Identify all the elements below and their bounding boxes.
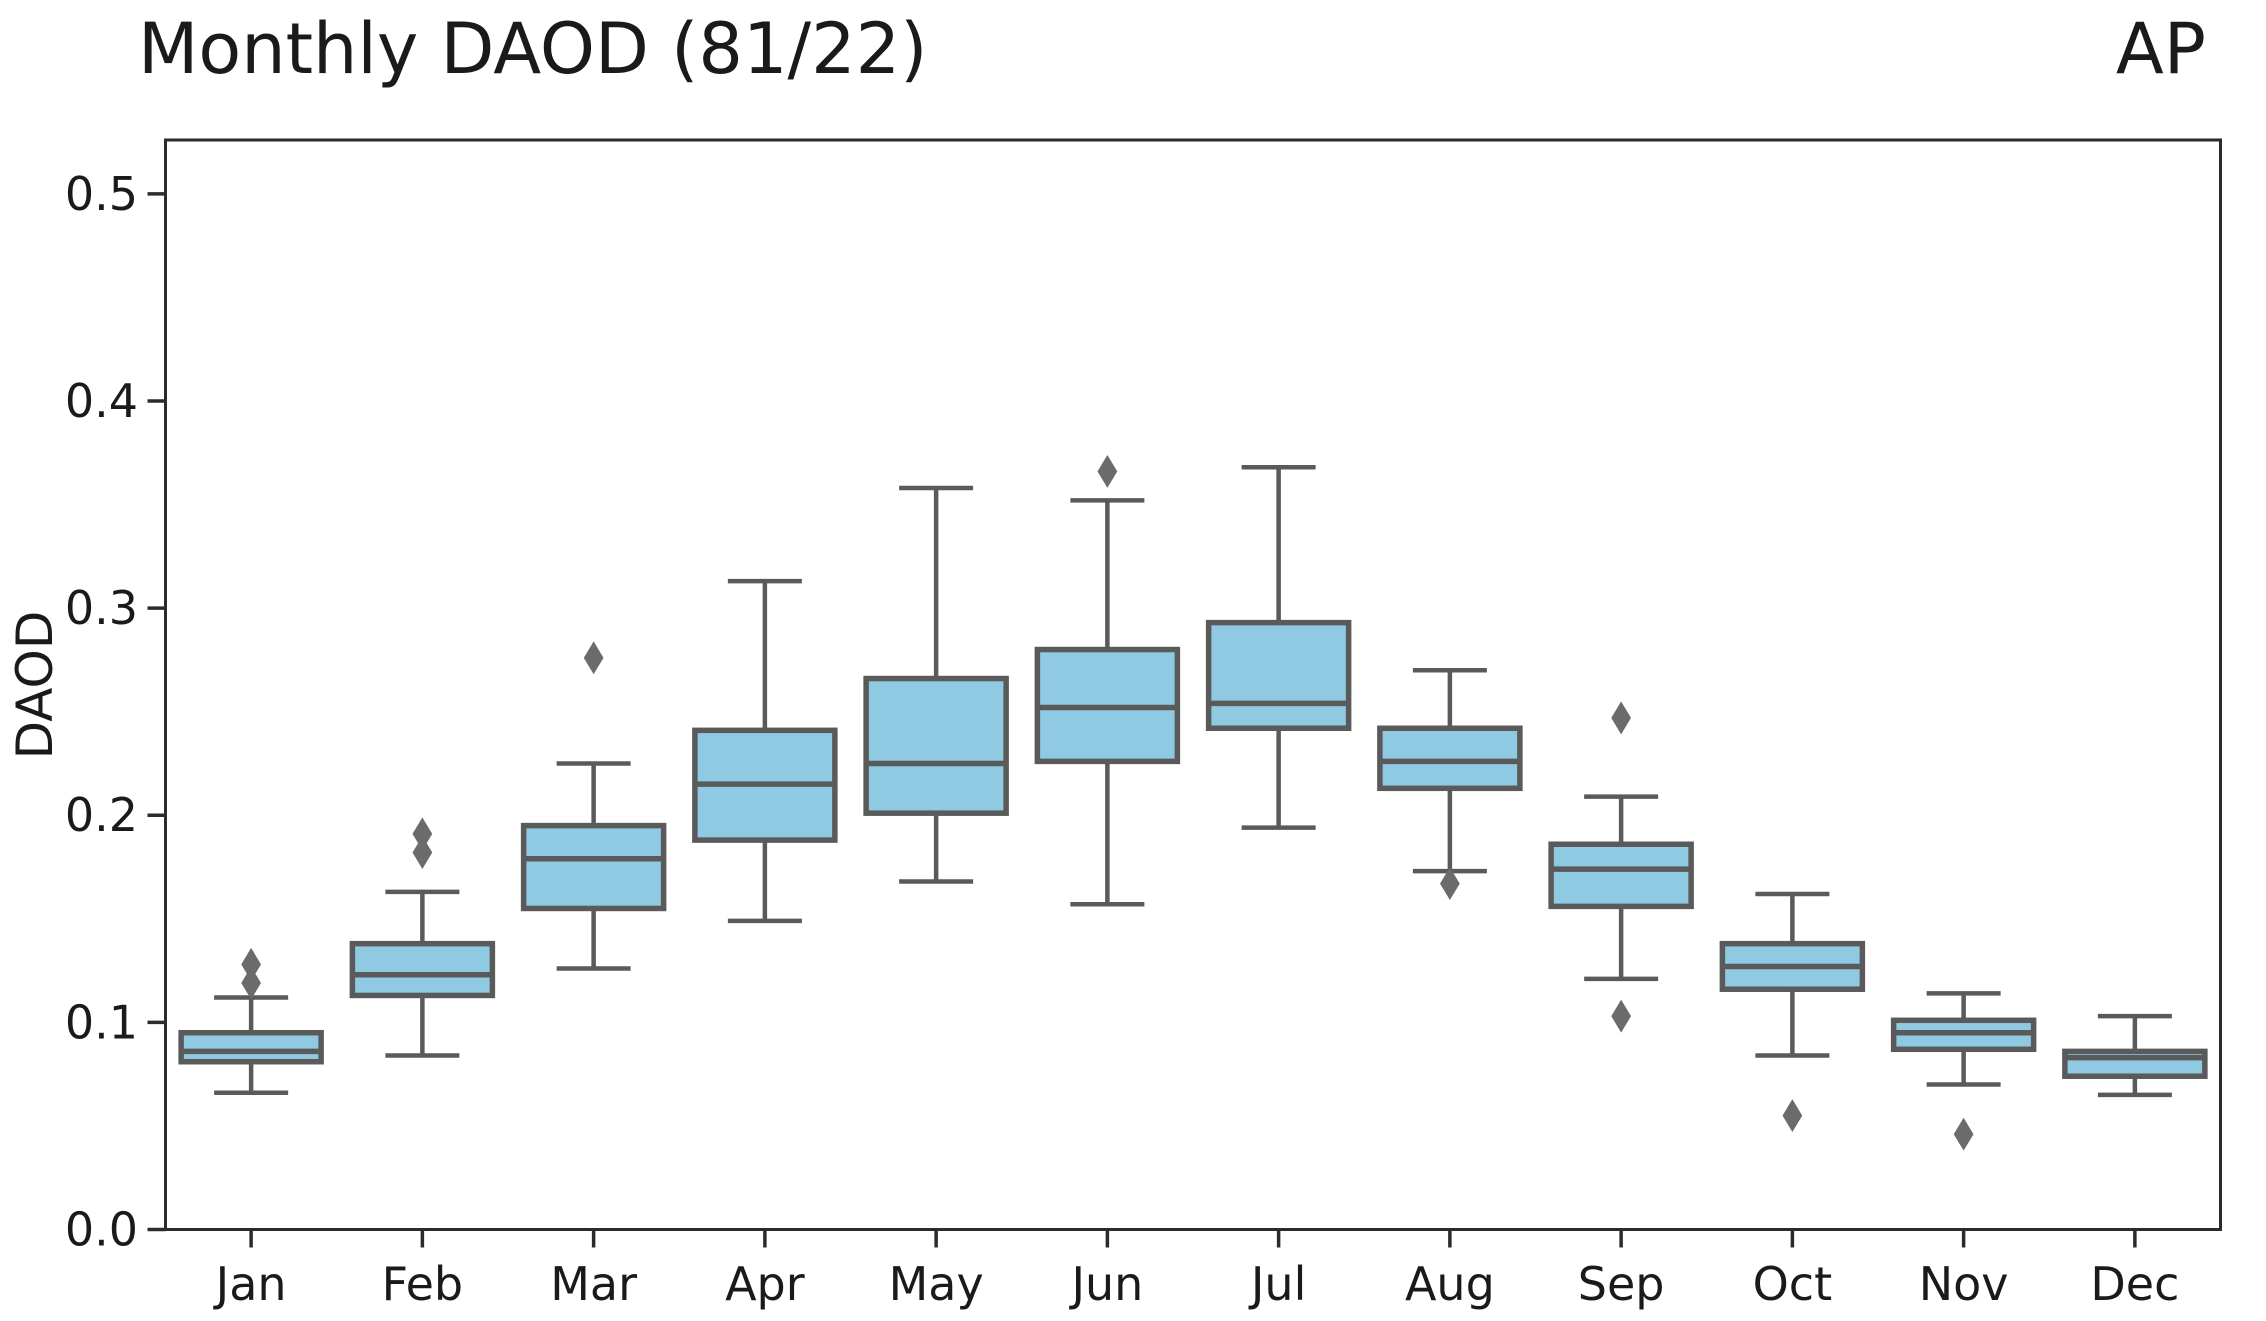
outlier-diamond [583, 641, 604, 675]
x-tick-label: Aug [1405, 1257, 1495, 1311]
plot-border [164, 138, 2222, 1231]
box-nov [1890, 991, 2037, 1151]
outlier-diamond [241, 947, 261, 981]
outlier-diamond [412, 836, 433, 869]
x-tick-label: Jan [213, 1257, 287, 1311]
box-jan [178, 947, 324, 1096]
x-tick-label: Feb [382, 1257, 463, 1311]
box-mar [520, 641, 667, 971]
iqr-box [1205, 619, 1352, 731]
y-tick-label: 0.4 [65, 374, 138, 428]
box-oct [1719, 891, 1866, 1133]
outlier-diamond [1611, 701, 1631, 735]
x-tick-label: Sep [1578, 1257, 1665, 1311]
y-tick-label: 0.3 [65, 581, 138, 635]
iqr-box [1377, 725, 1523, 792]
iqr-box [520, 822, 667, 912]
x-tick-label: Jul [1248, 1257, 1307, 1311]
iqr-box [1548, 841, 1694, 910]
outlier-diamond [1611, 999, 1631, 1033]
box-jun [1034, 454, 1181, 907]
boxes [178, 454, 2208, 1151]
outlier-diamond [241, 966, 261, 1000]
box-dec [2062, 1013, 2208, 1098]
box-may [863, 485, 1009, 884]
x-tick-label: Mar [550, 1257, 637, 1311]
x-tick-label: Oct [1753, 1257, 1833, 1311]
box-jul [1205, 465, 1352, 830]
axis-ticks: 0.0 0.1 0.2 0.3 0.4 0.5 Jan Feb Mar Apr May Jun Jul A… [65, 167, 2180, 1311]
outlier-diamond [412, 817, 433, 851]
box-apr [692, 578, 838, 924]
iqr-box [349, 940, 496, 999]
x-tick-label: Nov [1919, 1257, 2009, 1311]
y-tick-label: 0.5 [65, 167, 138, 221]
y-tick-label: 0.1 [65, 995, 138, 1049]
y-axis-label: DAOD [6, 611, 64, 760]
x-tick-label: May [889, 1257, 984, 1311]
outlier-diamond [1953, 1117, 1974, 1151]
iqr-box [178, 1029, 324, 1065]
x-tick-label: Dec [2090, 1257, 2179, 1311]
iqr-box [863, 675, 1009, 816]
chart-title: Monthly DAOD (81/22) [138, 8, 927, 90]
y-tick-label: 0.0 [65, 1203, 138, 1257]
outlier-diamond [1097, 454, 1118, 488]
box-sep [1548, 701, 1694, 1033]
box-aug [1377, 668, 1523, 901]
corner-label: AP [2116, 8, 2206, 90]
outlier-diamond [1440, 867, 1460, 901]
box-feb [349, 817, 496, 1058]
y-tick-label: 0.2 [65, 788, 138, 842]
x-tick-label: Apr [725, 1257, 805, 1311]
outlier-diamond [1782, 1099, 1803, 1133]
x-tick-label: Jun [1068, 1257, 1143, 1311]
